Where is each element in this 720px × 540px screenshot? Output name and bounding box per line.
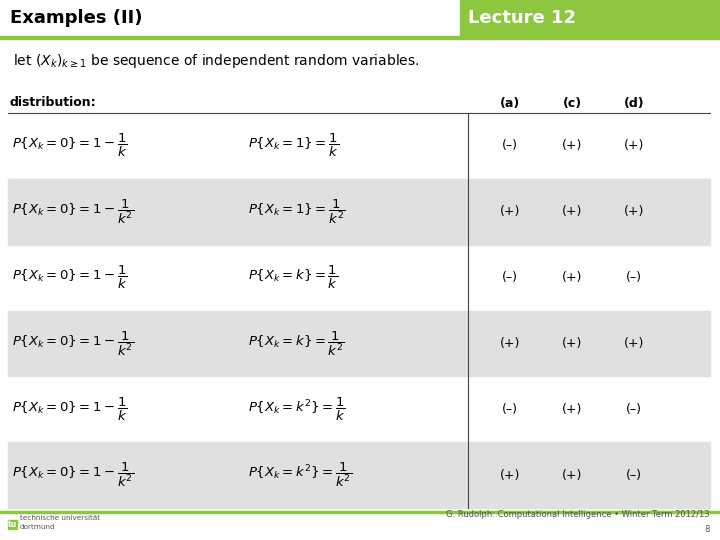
Text: distribution:: distribution: [10, 97, 96, 110]
Text: (+): (+) [562, 337, 582, 350]
Bar [0, 0, 460, 36]
Text: $P\{X_k = 0\} = 1 - \dfrac{1}{k^2}$: $P\{X_k = 0\} = 1 - \dfrac{1}{k^2}$ [12, 461, 134, 489]
Text: (–): (–) [502, 403, 518, 416]
Text: (+): (+) [562, 271, 582, 284]
Text: (–): (–) [502, 139, 518, 152]
Text: (–): (–) [626, 469, 642, 482]
Text: let $(X_k)_{k\geq 1}$ be sequence of independent random variables.: let $(X_k)_{k\geq 1}$ be sequence of ind… [13, 52, 420, 70]
Text: (+): (+) [624, 337, 644, 350]
Bar [8, 310, 710, 376]
Text: $P\{X_k = 0\} = 1 - \dfrac{1}{k^2}$: $P\{X_k = 0\} = 1 - \dfrac{1}{k^2}$ [12, 329, 134, 357]
Text: G. Rudolph: Computational Intelligence • Winter Term 2012/13
8: G. Rudolph: Computational Intelligence •… [446, 510, 710, 534]
Text: (+): (+) [562, 205, 582, 218]
Text: (+): (+) [624, 139, 644, 152]
Text: technische universität: technische universität [20, 515, 100, 521]
Text: $P\{X_k = k\} = \dfrac{1}{k}$: $P\{X_k = k\} = \dfrac{1}{k}$ [248, 264, 338, 291]
Bar [8, 442, 710, 508]
Text: (+): (+) [562, 403, 582, 416]
Text: $P\{X_k = k^2\} = \dfrac{1}{k}$: $P\{X_k = k^2\} = \dfrac{1}{k}$ [248, 396, 346, 423]
Text: dortmund: dortmund [20, 524, 55, 530]
Text: $P\{X_k = k\} = \dfrac{1}{k^2}$: $P\{X_k = k\} = \dfrac{1}{k^2}$ [248, 329, 345, 357]
Text: (+): (+) [500, 469, 520, 482]
Text: (–): (–) [626, 271, 642, 284]
Text: (a): (a) [500, 97, 520, 110]
Text: $P\{X_k = 0\} = 1 - \dfrac{1}{k^2}$: $P\{X_k = 0\} = 1 - \dfrac{1}{k^2}$ [12, 198, 134, 226]
Bar [8, 179, 710, 245]
Text: Lecture 12: Lecture 12 [468, 9, 576, 27]
Bar [460, 0, 720, 36]
Text: (+): (+) [624, 205, 644, 218]
Text: (+): (+) [562, 469, 582, 482]
Text: $P\{X_k = 1\} = \dfrac{1}{k^2}$: $P\{X_k = 1\} = \dfrac{1}{k^2}$ [248, 198, 346, 226]
Text: (d): (d) [624, 97, 644, 110]
Text: (c): (c) [562, 97, 582, 110]
Text: (–): (–) [626, 403, 642, 416]
Text: Examples (II): Examples (II) [10, 9, 143, 27]
Text: (+): (+) [562, 139, 582, 152]
Text: tu: tu [8, 520, 17, 529]
Text: $P\{X_k = 1\} = \dfrac{1}{k}$: $P\{X_k = 1\} = \dfrac{1}{k}$ [248, 132, 339, 159]
Text: $P\{X_k = 0\} = 1 - \dfrac{1}{k}$: $P\{X_k = 0\} = 1 - \dfrac{1}{k}$ [12, 132, 127, 159]
Text: (+): (+) [500, 337, 520, 350]
Text: (–): (–) [502, 271, 518, 284]
Bar [0, 36, 720, 39]
Text: $P\{X_k = 0\} = 1 - \dfrac{1}{k}$: $P\{X_k = 0\} = 1 - \dfrac{1}{k}$ [12, 264, 127, 291]
Text: (+): (+) [500, 205, 520, 218]
Text: $P\{X_k = 0\} = 1 - \dfrac{1}{k}$: $P\{X_k = 0\} = 1 - \dfrac{1}{k}$ [12, 396, 127, 423]
Bar [8, 520, 17, 529]
Text: $P\{X_k = k^2\} = \dfrac{1}{k^2}$: $P\{X_k = k^2\} = \dfrac{1}{k^2}$ [248, 461, 352, 489]
